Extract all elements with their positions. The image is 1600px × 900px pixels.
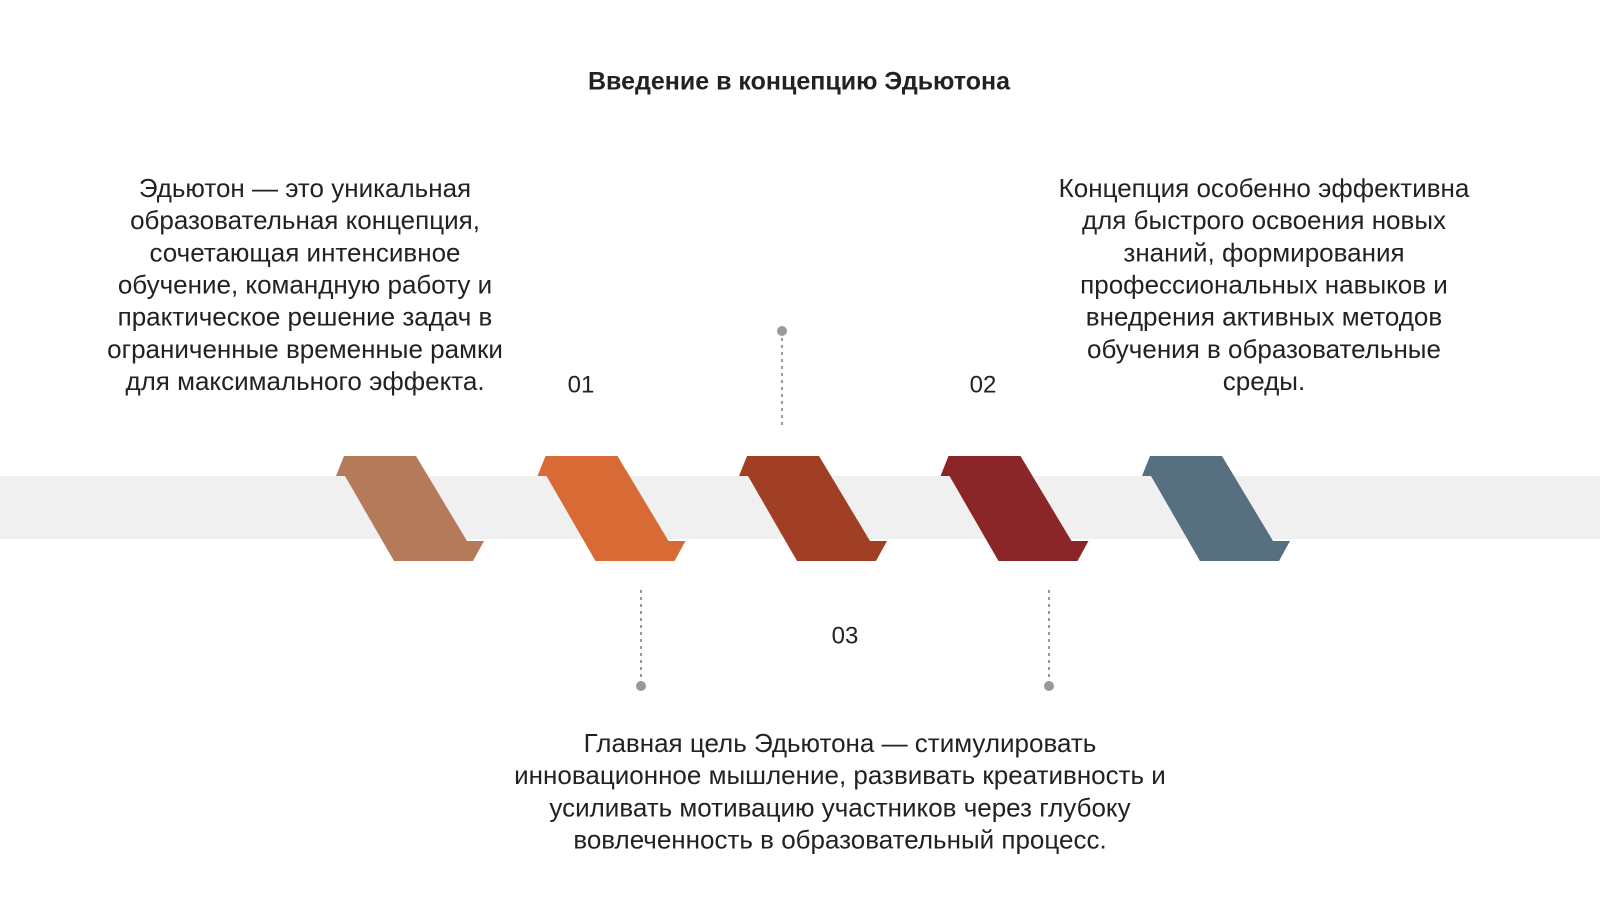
connectors [640,331,1050,685]
connector-dot [777,326,787,336]
step-text: ограниченные временные рамки [107,334,503,364]
chevrons [336,456,1290,561]
connector-dot [1044,681,1054,691]
chevron [940,456,1089,561]
step-text: внедрения активных методов [1086,302,1442,332]
chevron [739,456,887,561]
step-text: профессиональных навыков и [1080,269,1448,299]
step-text: обучение, командную работу и [118,269,492,299]
step-text: для максимального эффекта. [125,366,484,396]
step-text: среды. [1223,366,1305,396]
step-text: усиливать мотивацию участников через глу… [549,792,1130,822]
step-text: сочетающая интенсивное [150,237,461,267]
step-text: обучения в образовательные [1087,334,1441,364]
step-text: Эдьютон — это уникальная [139,173,471,203]
step-text: Главная цель Эдьютона — стимулировать [584,728,1097,758]
step-number: 03 [832,622,859,649]
step-number: 01 [568,371,595,398]
step-text: знаний, формирования [1123,237,1404,267]
chevron [336,456,484,561]
step-number: 02 [970,371,997,398]
slide-title: Введение в концепцию Эдьютона [588,68,1011,96]
chevron [1142,456,1290,561]
chevron [537,456,686,561]
step-text: образовательная концепция, [130,205,480,235]
step-text: Концепция особенно эффективна [1059,173,1470,203]
step-text: практическое решение задач в [118,302,493,332]
step-text: вовлеченность в образовательный процесс. [573,824,1106,854]
step-text: для быстрого освоения новых [1082,205,1446,235]
step-text: инновационное мышление, развивать креати… [514,760,1166,790]
connector-dot [636,681,646,691]
